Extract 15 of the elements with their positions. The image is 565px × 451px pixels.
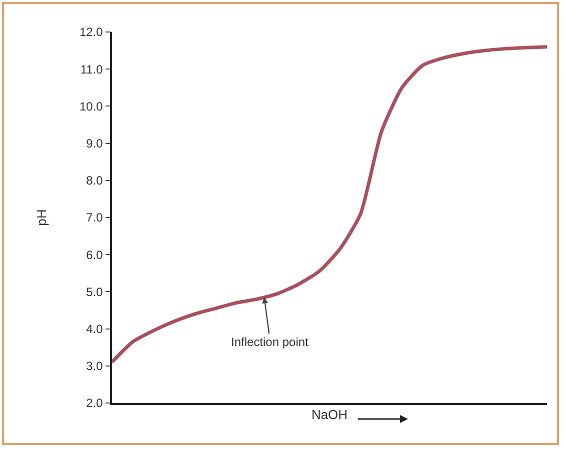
y-tick-label: 9.0 [86, 136, 104, 150]
y-tick-label: 3.0 [86, 359, 104, 374]
y-tick-label: 5.0 [86, 284, 104, 299]
y-tick-label: 8.0 [86, 174, 104, 188]
y-axis-title: pH [34, 209, 49, 226]
y-tick-label: 4.0 [86, 322, 104, 336]
annotation: Inflection point [231, 335, 310, 349]
line-series [112, 45, 547, 364]
x-axis-title: NaOH [311, 406, 348, 422]
y-tick-label: 12.0 [79, 25, 104, 40]
y-tick-label: 2.0 [86, 396, 104, 410]
y-tick-label: 10.0 [79, 99, 104, 114]
y-tick-label: 6.0 [86, 248, 104, 262]
y-tick-label: 11.0 [80, 62, 104, 76]
y-tick-label: 7.0 [86, 210, 104, 225]
